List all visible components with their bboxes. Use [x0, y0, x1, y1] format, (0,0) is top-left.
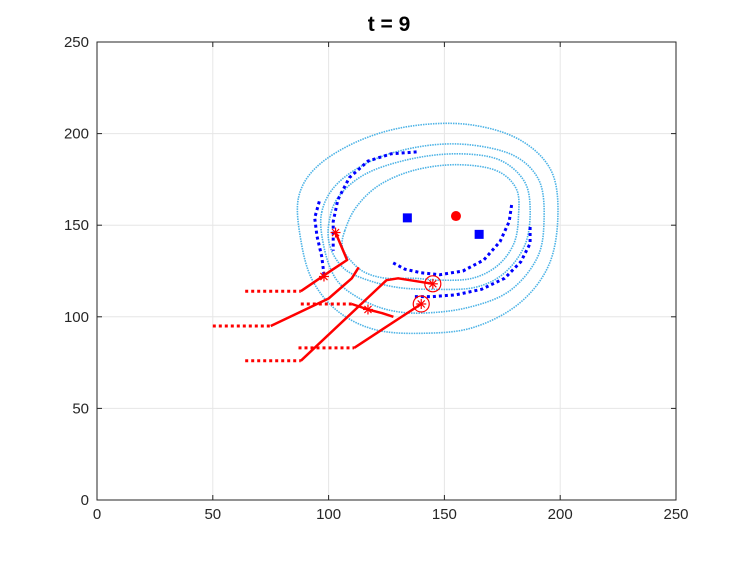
red-star-marker [318, 271, 329, 282]
red-circle-marker [424, 275, 442, 293]
red-star-marker [427, 278, 438, 289]
red-trajectory [351, 302, 394, 318]
blue-dotted-path [313, 200, 326, 275]
y-tick-label: 0 [81, 492, 89, 509]
y-tick-label: 50 [72, 400, 89, 417]
contour-line [296, 122, 559, 335]
y-tick-label: 100 [64, 309, 89, 326]
red-star-marker [416, 298, 427, 309]
contour-layer [296, 122, 559, 335]
x-tick-label: 250 [663, 506, 688, 523]
contour-line [341, 163, 520, 282]
red-star-marker [330, 227, 341, 238]
blue-square-marker [474, 229, 484, 239]
plot-area [97, 42, 676, 500]
red-trajectory [300, 232, 349, 293]
star-stroke [320, 272, 328, 281]
marker-layer [318, 211, 484, 315]
chart-title: t = 9 [368, 13, 411, 36]
y-tick-label: 250 [64, 34, 89, 51]
star-stroke [331, 228, 340, 237]
red-trajectory [299, 277, 433, 362]
blue-dotted-path [390, 204, 514, 277]
y-tick-label: 150 [64, 217, 89, 234]
red-dot-marker [450, 211, 461, 222]
x-tick-label: 100 [316, 506, 341, 523]
blue-dotted-path [331, 150, 417, 251]
star-stroke [428, 279, 437, 288]
y-tick-label: 200 [64, 126, 89, 143]
red-star-marker [362, 304, 373, 315]
x-tick-label: 0 [93, 506, 101, 523]
blue-square-marker [402, 213, 412, 223]
contour-line [327, 152, 531, 291]
tick-layer: 0 50 100 150 200 250 0 50 100 150 200 250 [64, 34, 689, 523]
axes-box [96, 41, 677, 501]
star-stroke [364, 305, 372, 314]
red-trajectory [353, 302, 422, 349]
x-tick-label: 200 [548, 506, 573, 523]
x-tick-label: 50 [204, 506, 221, 523]
path-layer [212, 150, 532, 363]
star-stroke [417, 300, 426, 308]
red-circle-marker [412, 295, 430, 313]
x-tick-label: 150 [432, 506, 457, 523]
blue-dotted-path [412, 227, 532, 299]
contour-line [319, 143, 545, 314]
red-trajectory [270, 266, 360, 328]
